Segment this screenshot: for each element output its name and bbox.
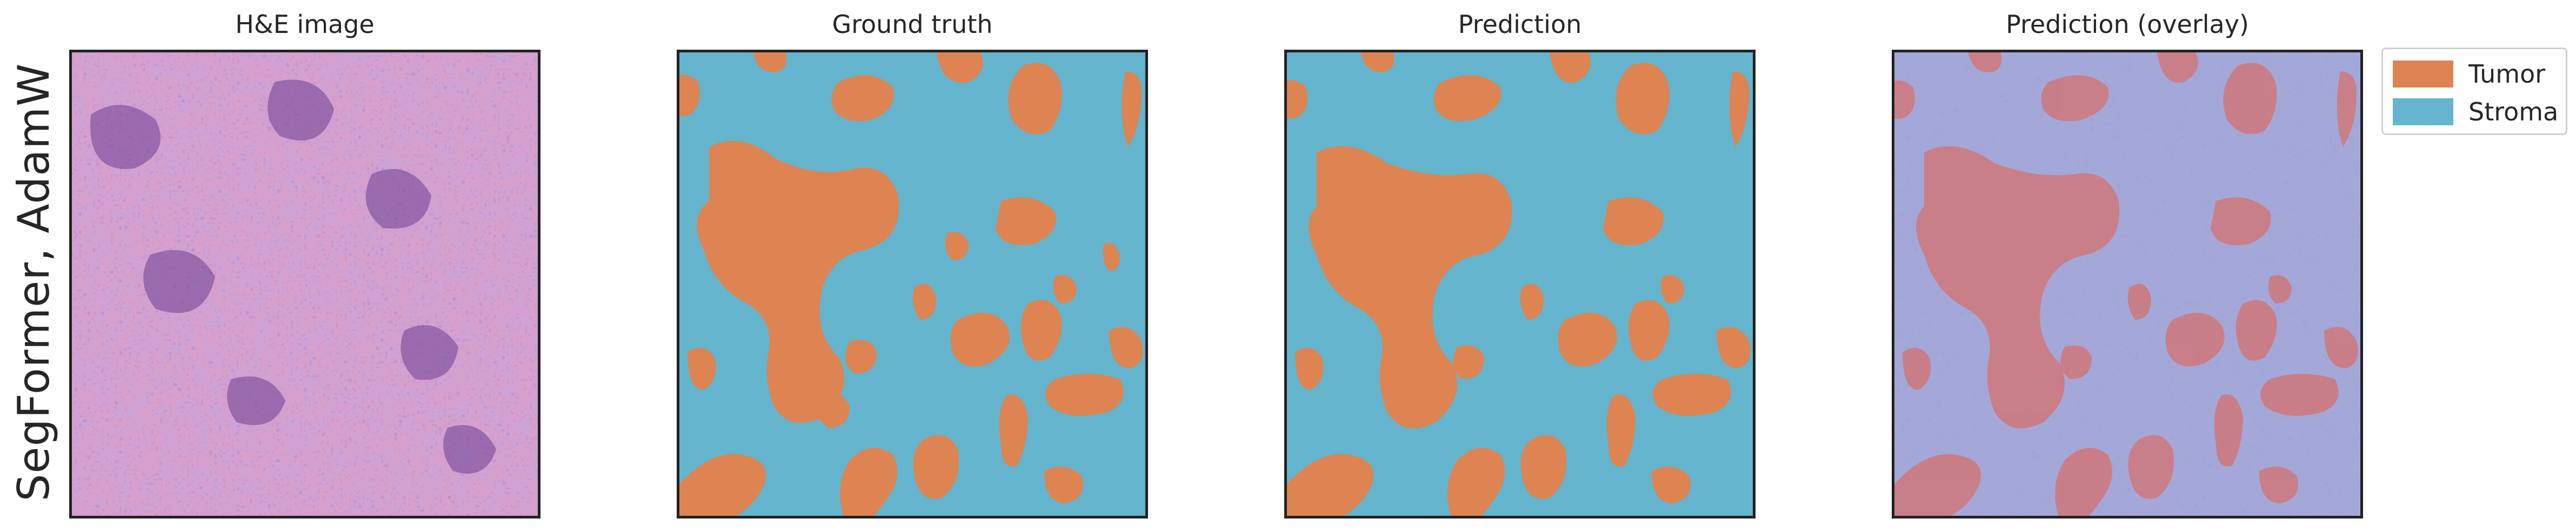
he-image-panel: [69, 50, 540, 518]
tumor-regions: [1284, 50, 1751, 518]
prediction-overlay: [1892, 50, 2363, 518]
overlay-panel: [1892, 50, 2363, 518]
prediction-panel: [1284, 50, 1756, 518]
legend-label-stroma: Stroma: [2468, 97, 2559, 126]
panel-title-he: H&E image: [235, 10, 375, 39]
legend-swatch-stroma: [2393, 98, 2453, 125]
panel-title-overlay: Prediction (overlay): [2006, 10, 2249, 39]
legend: Tumor Stroma: [2381, 48, 2567, 135]
row-label: SegFormer, AdamW: [9, 63, 59, 501]
panel-title-prediction: Prediction: [1458, 10, 1582, 39]
legend-item-stroma: Stroma: [2393, 97, 2558, 127]
legend-label-tumor: Tumor: [2468, 59, 2546, 89]
panel-title-ground-truth: Ground truth: [832, 10, 993, 39]
ground-truth-panel: [677, 50, 1148, 518]
tumor-regions: [677, 50, 1143, 518]
he-image: [69, 50, 540, 518]
legend-item-tumor: Tumor: [2393, 59, 2545, 89]
legend-swatch-tumor: [2393, 60, 2453, 87]
ground-truth-mask: [677, 50, 1148, 518]
prediction-mask: [1284, 50, 1756, 518]
